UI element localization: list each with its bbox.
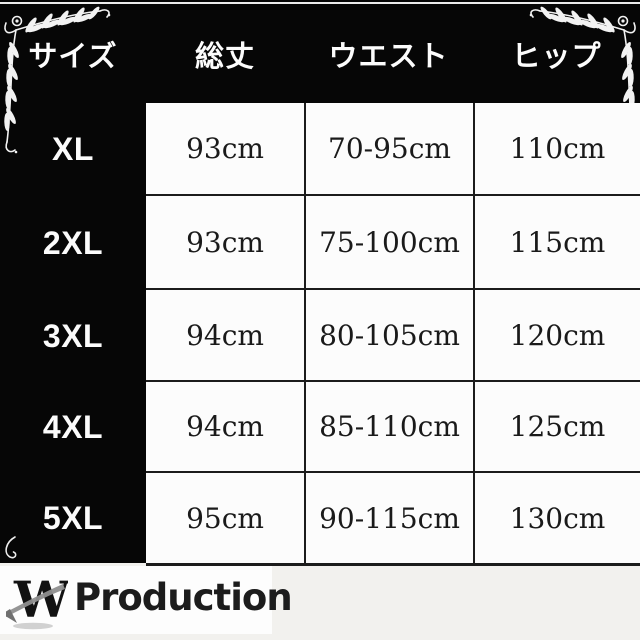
cell-hip: 115cm [473,196,640,290]
row-label-size: XL [52,131,94,167]
column-header-size: サイズ [28,39,118,73]
cell-hip: 125cm [473,382,640,473]
brand-logo: W Production [0,568,293,632]
cell-waist: 90-115cm [304,473,473,563]
measurement-grid: 93cm 70-95cm 110cm 93cm 75-100cm 115cm 9… [146,103,640,566]
cell-waist: 75-100cm [304,196,473,290]
row-label-size: 5XL [42,499,104,536]
cell-waist: 80-105cm [304,290,473,382]
vine-curl-bottom-left-icon [5,536,17,559]
brand-name: Production [74,575,293,619]
size-column-band [0,0,146,563]
top-border-line [0,2,640,4]
cell-length: 94cm [146,290,304,382]
column-header-length: 総丈 [194,39,255,73]
logo-w-monogram-icon: W [6,570,68,630]
cell-length: 93cm [146,196,304,290]
cell-hip: 130cm [473,473,640,563]
cell-hip: 120cm [473,290,640,382]
row-label-size: 2XL [42,224,104,261]
cell-hip: 110cm [473,103,640,196]
row-label-size: 4XL [42,409,104,445]
cell-waist: 70-95cm [304,103,473,196]
cell-length: 94cm [146,382,304,473]
brand-footer: W Production [0,566,293,634]
row-label-size: 3XL [42,317,104,354]
column-header-hip: ヒップ [511,39,602,73]
size-label-column: XL 2XL 3XL 4XL 5XL [0,103,146,563]
cell-length: 93cm [146,103,304,196]
cell-length: 95cm [146,473,304,563]
column-header-waist: ウエスト [328,39,449,73]
cell-waist: 85-110cm [304,382,473,473]
